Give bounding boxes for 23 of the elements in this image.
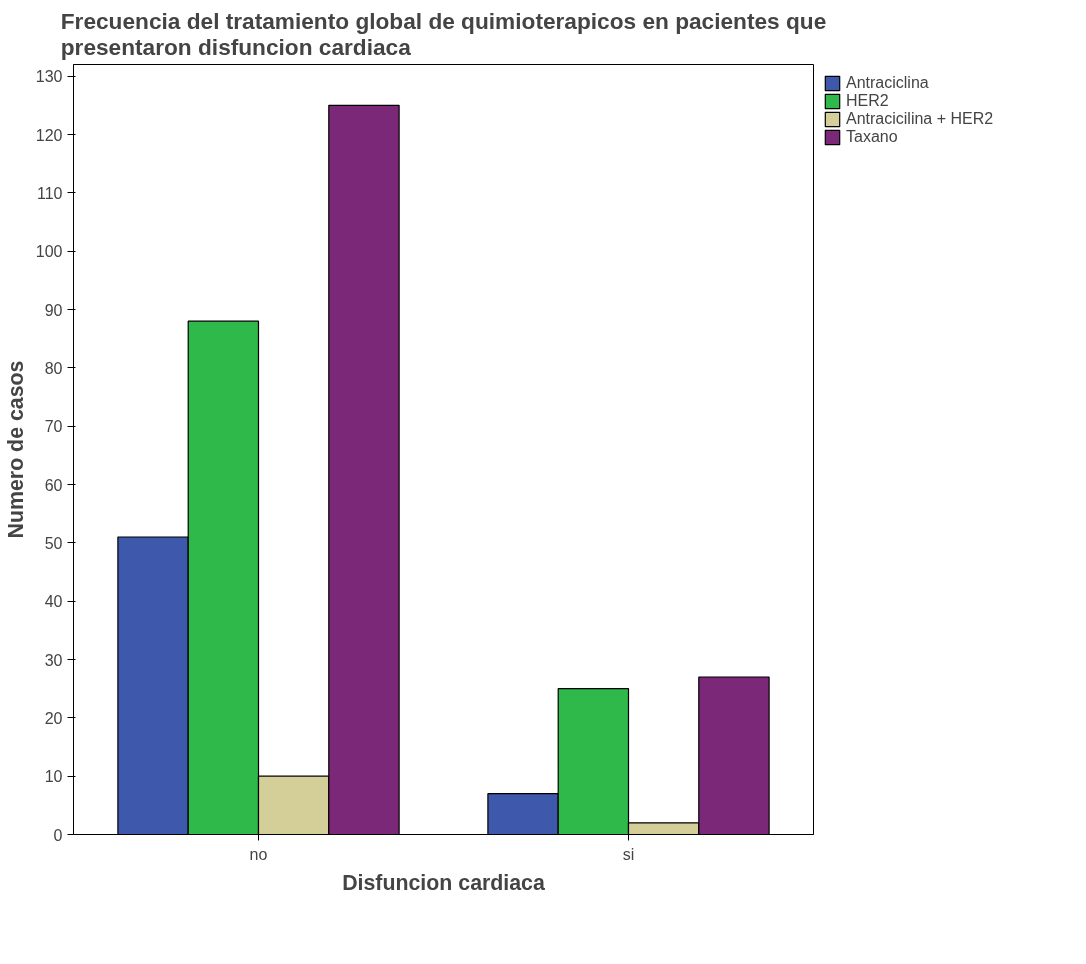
y-tick-label: 40 [44, 593, 63, 611]
legend-label: Antraciclina [846, 74, 929, 92]
x-tick-label: no [249, 845, 268, 863]
y-tick-label: 100 [35, 243, 63, 261]
y-tick-label: 120 [35, 126, 63, 144]
y-tick-label: 0 [53, 826, 63, 844]
y-tick-label: 60 [44, 476, 63, 494]
y-tick-label: 70 [44, 418, 63, 436]
y-tick-label: 80 [44, 359, 63, 377]
x-tick-label: si [622, 845, 635, 863]
y-tick-label: 20 [44, 709, 63, 727]
y-tick-label: 50 [44, 534, 63, 552]
x-axis-title: Disfuncion cardiaca [342, 870, 545, 895]
y-tick-label: 10 [44, 768, 63, 786]
y-axis-title: Numero de casos [3, 360, 28, 539]
legend-label: Antracicilina + HER2 [846, 110, 994, 128]
y-tick-label: 110 [36, 184, 63, 202]
y-tick-label: 130 [35, 68, 63, 86]
legend-label: HER2 [846, 92, 889, 110]
y-tick-label: 90 [44, 301, 63, 319]
y-tick-label: 30 [44, 651, 63, 669]
chart-title: Frecuencia del tratamiento global de quimioterapicos en pacientes que presentaron disfuncion cardiaca [60, 7, 827, 60]
legend-label: Taxano [846, 128, 898, 146]
